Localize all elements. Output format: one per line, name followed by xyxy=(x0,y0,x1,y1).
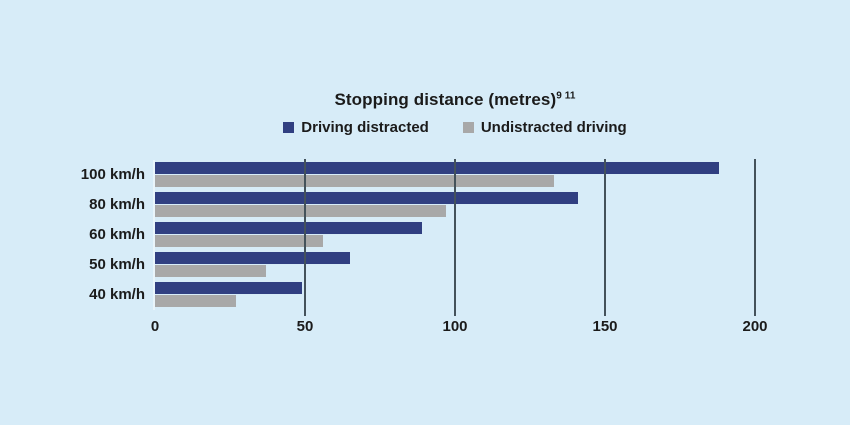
bar-driving-distracted xyxy=(155,222,422,234)
x-tick-label-200: 200 xyxy=(742,318,768,335)
chart-title-text: Stopping distance (metres) xyxy=(334,90,557,109)
category-label-80-km-h: 80 km/h xyxy=(89,196,145,213)
bar-row-60-km-h xyxy=(155,222,422,247)
gridline-50 xyxy=(304,159,306,316)
legend-swatch-undistracted-driving-icon xyxy=(462,122,474,133)
bar-row-100-km-h xyxy=(155,162,719,187)
gridline-100 xyxy=(454,159,456,316)
bar-undistracted-driving xyxy=(155,265,266,277)
bar-row-80-km-h xyxy=(155,192,578,217)
bar-driving-distracted xyxy=(155,162,719,174)
chart-header: Stopping distance (metres)9 11 Driving d… xyxy=(155,90,755,136)
x-tick-label-100: 100 xyxy=(442,318,468,335)
gridline-200 xyxy=(754,159,756,316)
chart-title: Stopping distance (metres)9 11 xyxy=(155,90,755,110)
category-label-60-km-h: 60 km/h xyxy=(89,226,145,243)
bar-undistracted-driving xyxy=(155,205,446,217)
bar-driving-distracted xyxy=(155,192,578,204)
x-tick-label-0: 0 xyxy=(150,318,160,335)
bar-driving-distracted xyxy=(155,282,302,294)
plot-area xyxy=(153,159,756,316)
bar-driving-distracted xyxy=(155,252,350,264)
bar-undistracted-driving xyxy=(155,235,323,247)
x-tick-label-50: 50 xyxy=(296,318,314,335)
gridline-150 xyxy=(604,159,606,316)
legend-item-undistracted-driving: Undistracted driving xyxy=(462,119,627,136)
x-tick-label-150: 150 xyxy=(592,318,618,335)
legend-swatch-driving-distracted-icon xyxy=(283,122,295,133)
category-label-100-km-h: 100 km/h xyxy=(80,166,145,183)
legend-label-undistracted-driving: Undistracted driving xyxy=(480,119,627,136)
legend-item-driving-distracted: Driving distracted xyxy=(283,119,429,136)
category-label-50-km-h: 50 km/h xyxy=(89,256,145,273)
chart-title-footnote-refs: 9 11 xyxy=(556,90,576,102)
bar-row-50-km-h xyxy=(155,252,350,277)
legend-label-driving-distracted: Driving distracted xyxy=(301,119,429,136)
bar-undistracted-driving xyxy=(155,175,554,187)
legend: Driving distracted Undistracted driving xyxy=(155,119,755,136)
bar-undistracted-driving xyxy=(155,295,236,307)
y-axis-line xyxy=(153,160,155,310)
bar-row-40-km-h xyxy=(155,282,302,307)
category-label-40-km-h: 40 km/h xyxy=(89,286,145,303)
